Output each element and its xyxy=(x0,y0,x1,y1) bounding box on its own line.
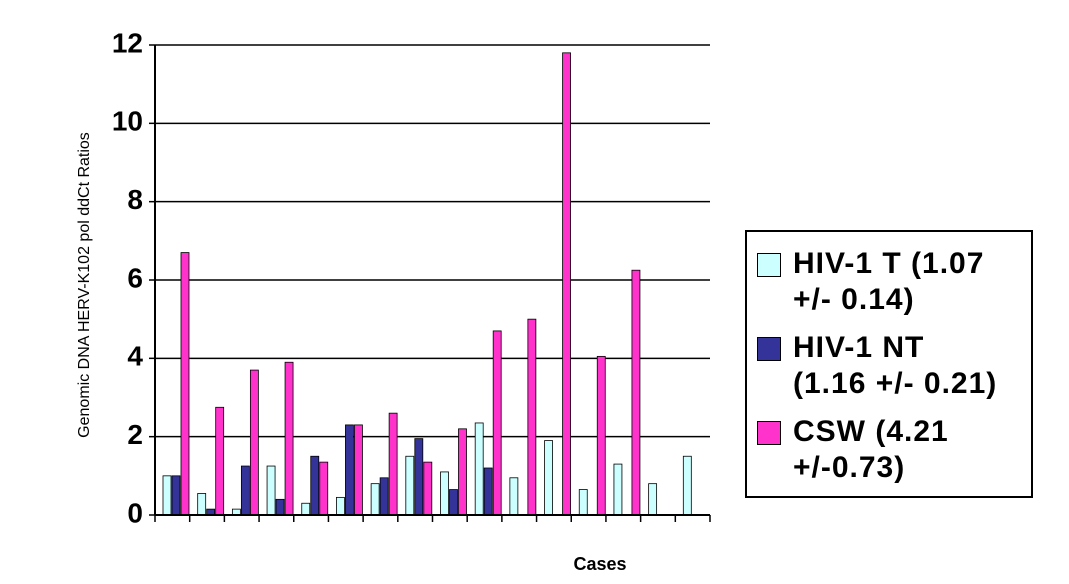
bar xyxy=(370,483,380,516)
bar xyxy=(284,361,294,516)
y-tick-label: 2 xyxy=(127,419,143,450)
bar xyxy=(379,477,389,516)
legend-swatch xyxy=(757,421,781,445)
legend-swatch xyxy=(757,253,781,277)
bar xyxy=(275,498,285,516)
y-tick-label: 6 xyxy=(127,262,143,293)
legend-entry: HIV-1 NT (1.16 +/- 0.21) xyxy=(757,330,1021,402)
y-tick-label: 10 xyxy=(112,106,143,137)
bar xyxy=(527,318,537,516)
y-tick-label: 0 xyxy=(127,497,143,528)
legend-swatch xyxy=(757,337,781,361)
y-tick-label: 8 xyxy=(127,184,143,215)
bar xyxy=(474,422,484,516)
legend-entry: CSW (4.21 +/-0.73) xyxy=(757,414,1021,486)
y-tick-label: 12 xyxy=(112,27,143,58)
bar xyxy=(197,493,207,516)
bar xyxy=(596,355,606,516)
bar xyxy=(509,477,519,516)
bar xyxy=(492,330,502,516)
bar xyxy=(310,455,320,516)
legend: HIV-1 T (1.07 +/- 0.14) HIV-1 NT (1.16 +/… xyxy=(745,230,1033,498)
bar xyxy=(449,489,458,516)
bar xyxy=(682,455,692,516)
bar xyxy=(162,475,172,516)
bar xyxy=(458,428,467,516)
bar xyxy=(414,438,424,516)
bar xyxy=(171,475,181,516)
bar xyxy=(544,440,553,516)
bar xyxy=(240,465,250,516)
legend-entry: HIV-1 T (1.07 +/- 0.14) xyxy=(757,246,1021,318)
bar xyxy=(648,483,658,516)
bar xyxy=(249,369,259,516)
y-axis-label: Genomic DNA HERV-K102 pol ddCt Ratios xyxy=(76,132,93,438)
legend-label: HIV-1 T (1.07 +/- 0.14) xyxy=(793,247,985,316)
bar xyxy=(354,424,363,516)
bar xyxy=(578,489,588,516)
bar xyxy=(613,463,623,516)
bar xyxy=(405,455,415,516)
bar xyxy=(388,412,398,516)
chart: Genomic DNA HERV-K102 pol ddCt Ratios Ca… xyxy=(76,27,711,574)
bar xyxy=(440,471,449,516)
y-tick-label: 4 xyxy=(127,341,143,372)
bar xyxy=(423,461,433,516)
bar xyxy=(336,496,345,516)
bar xyxy=(215,406,225,516)
bar xyxy=(483,467,493,516)
bar xyxy=(266,465,276,516)
bar xyxy=(301,502,311,516)
bar xyxy=(345,424,354,516)
bar xyxy=(631,269,641,516)
x-axis-label: Cases xyxy=(573,554,626,574)
bar xyxy=(180,252,190,516)
legend-label: CSW (4.21 +/-0.73) xyxy=(793,415,949,484)
legend-label: HIV-1 NT (1.16 +/- 0.21) xyxy=(793,331,998,400)
bar xyxy=(319,461,329,516)
bar xyxy=(562,52,571,516)
